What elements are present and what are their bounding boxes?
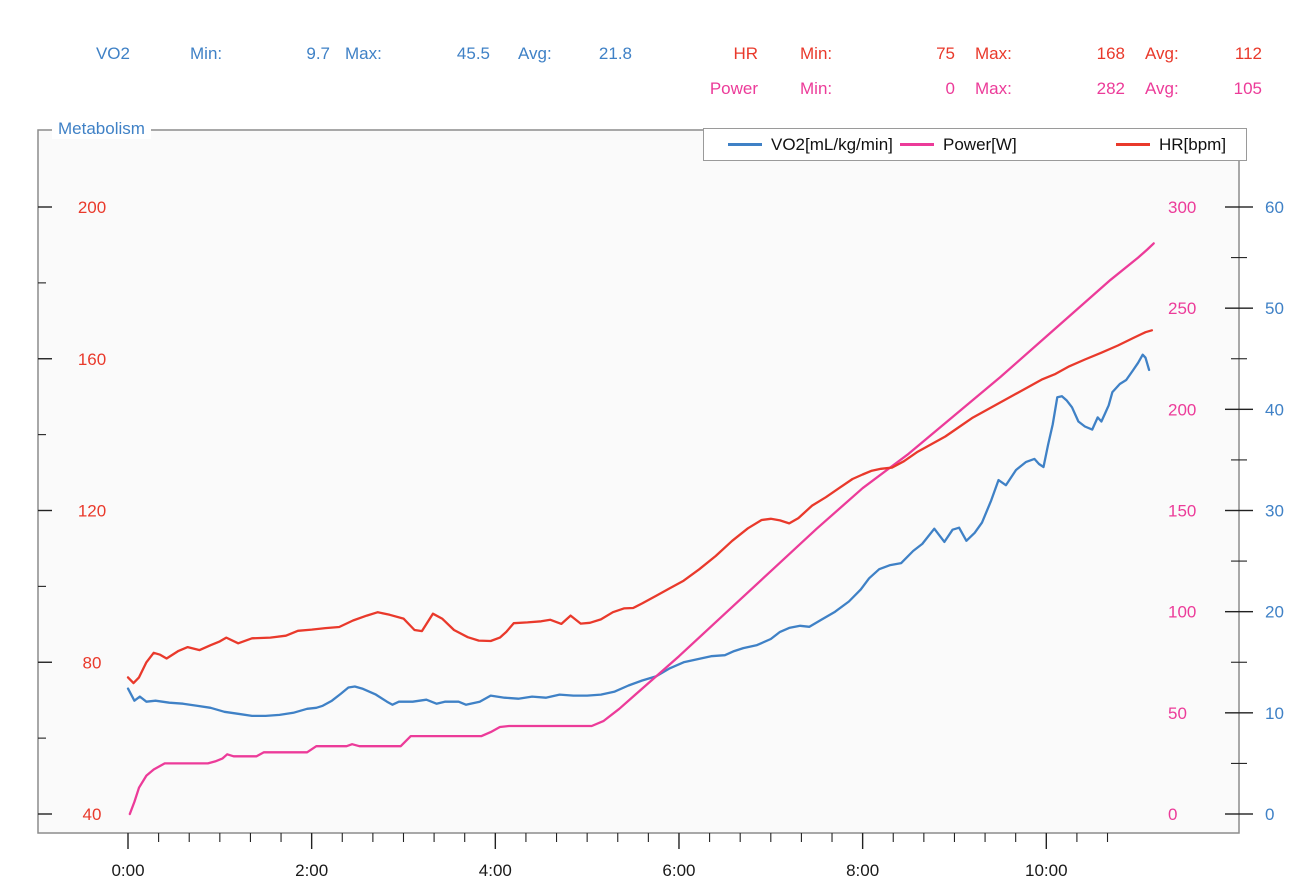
legend-item-power: Power[W]	[900, 129, 1017, 160]
vo2-stats-name: VO2	[95, 44, 130, 63]
legend-label-hr: HR[bpm]	[1159, 134, 1227, 154]
power-min-value: 0	[945, 79, 955, 98]
power-avg-label: Avg:	[1145, 79, 1179, 98]
power-tick-label: 100	[1168, 603, 1196, 622]
hr-max-value: 168	[1096, 44, 1125, 63]
power-line-swatch-icon	[900, 143, 934, 146]
hr-avg-value: 112	[1234, 44, 1262, 63]
vo2-avg-label: Avg:	[518, 44, 552, 63]
hr-tick-label: 200	[78, 198, 106, 217]
power-max-label: Max:	[975, 79, 1012, 98]
x-tick-label: 2:00	[295, 861, 328, 880]
power-stats-name: Power	[709, 79, 758, 98]
legend-item-hr: HR[bpm]	[1116, 129, 1226, 160]
chart-group-title: Metabolism	[52, 119, 151, 139]
legend-label-vo2: VO2[mL/kg/min]	[771, 134, 893, 154]
plot-frame	[37, 129, 1240, 834]
power-avg-value: 105	[1233, 79, 1262, 98]
power-tick-label: 0	[1168, 805, 1177, 824]
legend-item-vo2: VO2[mL/kg/min]	[728, 129, 893, 160]
hr-max-label: Max:	[975, 44, 1012, 63]
hr-tick-label: 120	[78, 502, 106, 521]
x-tick-label: 0:00	[111, 861, 144, 880]
vo2-tick-label: 50	[1265, 299, 1284, 318]
power-tick-label: 150	[1168, 502, 1196, 521]
vo2-min-label: Min:	[190, 44, 223, 63]
hr-avg-label: Avg:	[1145, 44, 1179, 63]
hr-tick-label: 160	[78, 350, 106, 369]
legend-label-power: Power[W]	[943, 134, 1017, 154]
vo2-avg-value: 21.8	[598, 44, 632, 63]
power-tick-label: 250	[1168, 299, 1196, 318]
hr-tick-label: 80	[83, 653, 102, 672]
vo2-tick-label: 10	[1265, 704, 1284, 723]
hr-series-line	[126, 329, 1154, 685]
hr-stats-name: HR	[733, 44, 758, 63]
hr-line-swatch-icon	[1116, 143, 1150, 146]
power-series-line	[128, 242, 1155, 816]
x-tick-label: 6:00	[662, 861, 695, 880]
hr-min-label: Min:	[800, 44, 833, 63]
hr-tick-label: 40	[83, 805, 102, 824]
power-tick-label: 50	[1168, 704, 1187, 723]
vo2-tick-label: 0	[1265, 805, 1274, 824]
vo2-line-swatch-icon	[728, 143, 762, 146]
x-tick-label: 10:00	[1025, 861, 1068, 880]
power-min-label: Min:	[800, 79, 833, 98]
vo2-tick-label: 20	[1265, 603, 1284, 622]
power-tick-label: 200	[1168, 400, 1196, 419]
vo2-max-label: Max:	[345, 44, 382, 63]
power-max-value: 282	[1096, 79, 1125, 98]
vo2-tick-label: 60	[1265, 198, 1284, 217]
x-tick-label: 4:00	[479, 861, 512, 880]
x-tick-label: 8:00	[846, 861, 879, 880]
vo2-min-value: 9.7	[306, 44, 330, 63]
vo2-tick-label: 40	[1265, 400, 1284, 419]
power-tick-label: 300	[1168, 198, 1196, 217]
vo2-max-value: 45.5	[456, 44, 490, 63]
hr-min-value: 75	[936, 44, 955, 63]
chart-legend: VO2[mL/kg/min] Power[W] HR[bpm]	[703, 128, 1247, 161]
vo2-tick-label: 30	[1265, 502, 1284, 521]
vo2-series-line	[126, 353, 1151, 718]
